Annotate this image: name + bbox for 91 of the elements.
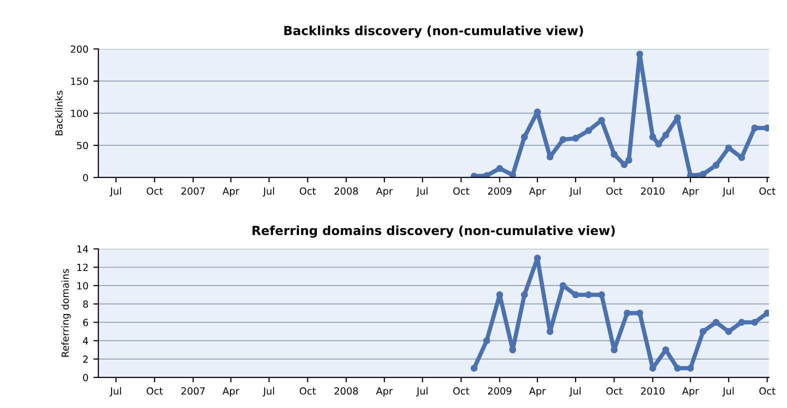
y-tick-label: 150	[71, 78, 88, 85]
x-tick-label: Oct	[300, 187, 316, 195]
y-tick-label: 12	[77, 264, 88, 271]
x-tick-label: Jul	[569, 387, 581, 396]
x-tick-label: 2007	[181, 187, 205, 195]
point	[546, 328, 554, 335]
point	[470, 364, 478, 372]
y-axis-title: Referring domains	[61, 269, 71, 357]
x-tick-label: Apr	[376, 387, 393, 397]
y-tick-label: 200	[70, 45, 88, 53]
point	[725, 144, 732, 152]
point	[712, 162, 720, 169]
point	[620, 161, 628, 168]
point	[649, 134, 656, 140]
x-tick-label: Apr	[682, 387, 699, 397]
x-tick-label: Oct	[606, 387, 622, 395]
point	[725, 328, 732, 335]
point	[655, 140, 662, 148]
point	[483, 172, 490, 178]
point	[598, 116, 606, 124]
x-tick-label: 2009	[488, 187, 512, 195]
x-tick-label: 2010	[641, 187, 664, 195]
y-tick-label: 2	[83, 356, 88, 363]
point	[572, 291, 580, 298]
point	[509, 171, 516, 178]
y-tick-label: 8	[83, 300, 88, 308]
point	[496, 165, 504, 172]
y-tick-label: 6	[83, 318, 88, 326]
point	[687, 172, 694, 178]
point	[687, 364, 694, 372]
x-tick-label: Jul	[110, 387, 121, 396]
x-tick-label: 2009	[488, 387, 512, 395]
point	[585, 127, 592, 134]
x-tick-label: 2007	[181, 387, 205, 395]
point	[585, 291, 592, 298]
chart-title: Referring domains discovery (non-cumulative view)	[252, 225, 615, 238]
x-tick-label: Oct	[453, 187, 470, 195]
point	[700, 170, 707, 178]
point	[712, 318, 720, 326]
point	[624, 310, 631, 317]
point	[700, 328, 707, 335]
y-tick-label: 100	[71, 110, 88, 118]
x-tick-label: Apr	[682, 188, 699, 197]
point	[520, 291, 528, 298]
x-tick-label: Jul	[722, 387, 734, 396]
x-tick-label: Oct	[300, 387, 316, 395]
x-tick-label: Oct	[606, 187, 622, 195]
x-tick-label: Oct	[146, 187, 163, 195]
point	[610, 150, 618, 158]
x-tick-label: 2008	[334, 387, 358, 395]
x-tick-label: Apr	[529, 188, 546, 197]
x-tick-label: Jul	[262, 187, 274, 197]
y-tick-label: 0	[83, 174, 88, 182]
point	[751, 318, 758, 326]
x-tick-label: Oct	[146, 387, 163, 395]
point	[674, 364, 681, 372]
point	[738, 318, 746, 326]
x-tick-label: Oct	[759, 387, 776, 395]
chart-title: Backlinks discovery (non-cumulative view)	[284, 26, 583, 38]
x-tick-label: Jul	[262, 387, 274, 396]
point	[598, 291, 606, 298]
point	[751, 124, 758, 132]
x-tick-label: 2010	[641, 387, 664, 395]
point	[625, 156, 632, 164]
y-tick-label: 14	[77, 245, 88, 253]
point	[572, 134, 580, 142]
x-tick-label: Jul	[110, 187, 121, 197]
x-tick-label: Apr	[376, 188, 393, 197]
y-tick-label: 0	[83, 374, 88, 382]
point	[662, 132, 670, 139]
point	[636, 50, 644, 58]
x-tick-label: Jul	[416, 187, 428, 197]
point	[560, 136, 566, 144]
point	[483, 337, 490, 344]
x-tick-label: Apr	[222, 188, 240, 197]
point	[738, 154, 746, 162]
x-tick-label: Apr	[222, 387, 240, 397]
y-tick-label: 10	[77, 282, 88, 290]
x-tick-label: Oct	[453, 387, 470, 395]
y-tick-label: 50	[77, 142, 88, 150]
x-tick-label: Apr	[529, 387, 546, 397]
y-tick-label: 4	[82, 337, 88, 344]
x-tick-label: Jul	[722, 187, 734, 197]
x-tick-label: Jul	[569, 187, 581, 197]
point	[520, 134, 528, 140]
y-axis-title: Backlinks	[55, 90, 63, 136]
point	[496, 291, 504, 298]
x-tick-label: Oct	[759, 187, 776, 195]
point	[636, 310, 644, 317]
x-tick-label: 2008	[334, 187, 358, 195]
x-tick-label: Jul	[416, 387, 428, 396]
